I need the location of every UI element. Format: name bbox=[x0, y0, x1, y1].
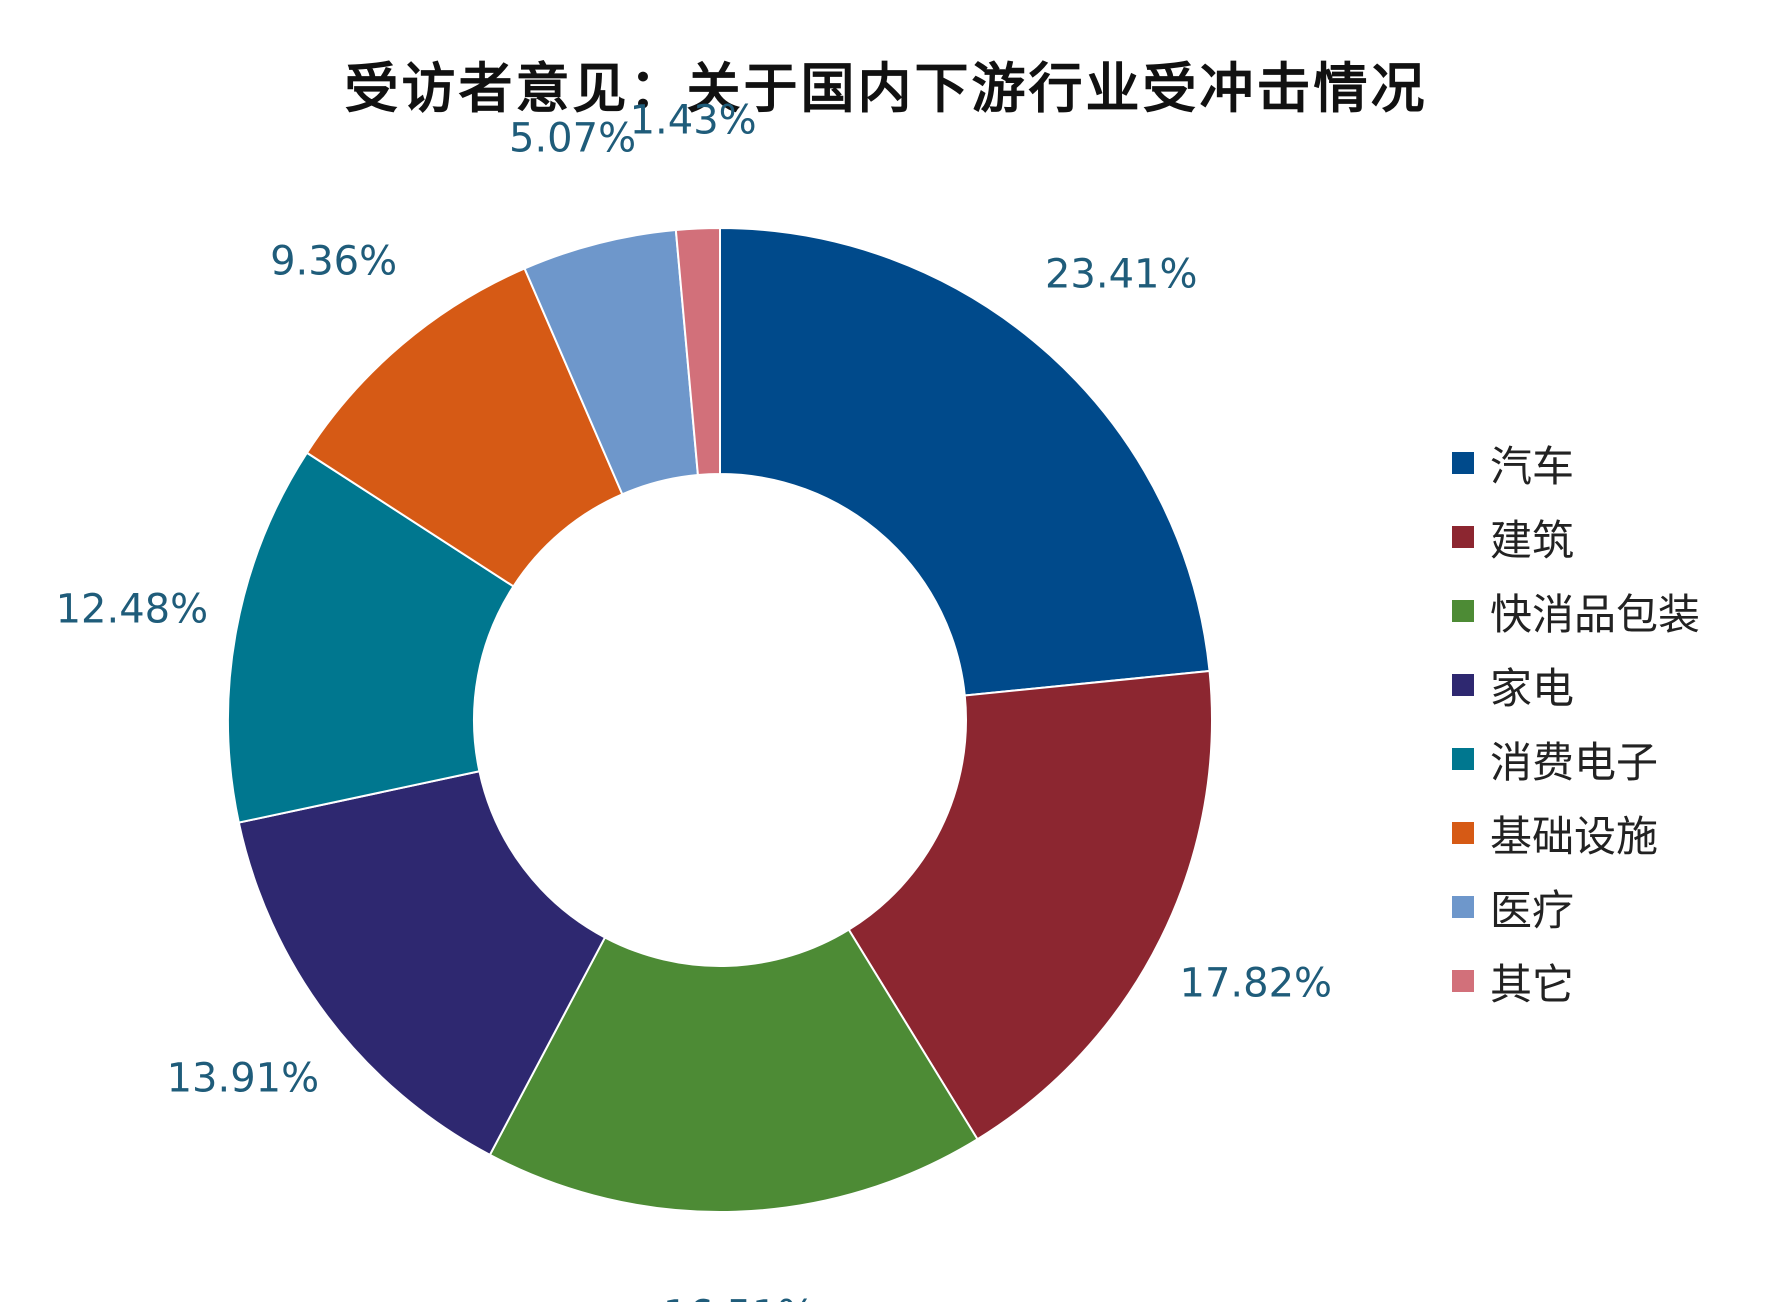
chart-title: 受访者意见：关于国内下游行业受冲击情况 bbox=[344, 56, 1428, 120]
slice-data-label-5: 12.48% bbox=[56, 587, 209, 633]
legend-label-7: 医疗 bbox=[1490, 885, 1575, 935]
legend-label-5: 消费电子 bbox=[1490, 737, 1659, 787]
legend-swatch-8 bbox=[1452, 970, 1474, 992]
donut-slice-3 bbox=[488, 928, 979, 1213]
slice-data-label-7: 5.07% bbox=[509, 115, 636, 161]
legend-item-2: 建筑 bbox=[1452, 500, 1700, 574]
donut-slice-1 bbox=[719, 226, 1211, 697]
legend-swatch-2 bbox=[1452, 526, 1474, 548]
slice-data-label-2: 17.82% bbox=[1180, 961, 1333, 1007]
legend-swatch-7 bbox=[1452, 896, 1474, 918]
legend-label-4: 家电 bbox=[1490, 663, 1575, 713]
legend-item-6: 基础设施 bbox=[1452, 796, 1700, 870]
legend-swatch-4 bbox=[1452, 674, 1474, 696]
legend-item-7: 医疗 bbox=[1452, 870, 1700, 944]
legend-item-4: 家电 bbox=[1452, 648, 1700, 722]
chart-legend: 汽车建筑快消品包装家电消费电子基础设施医疗其它 bbox=[1452, 426, 1700, 1018]
legend-label-6: 基础设施 bbox=[1490, 811, 1659, 861]
legend-label-8: 其它 bbox=[1490, 959, 1575, 1009]
legend-label-3: 快消品包装 bbox=[1490, 589, 1701, 639]
legend-item-1: 汽车 bbox=[1452, 426, 1700, 500]
slice-data-label-8: 1.43% bbox=[630, 98, 757, 144]
legend-swatch-3 bbox=[1452, 600, 1474, 622]
donut-slice-4 bbox=[237, 770, 607, 1157]
legend-swatch-1 bbox=[1452, 452, 1474, 474]
slice-data-label-4: 13.91% bbox=[167, 1056, 320, 1102]
slice-data-label-6: 9.36% bbox=[270, 239, 397, 285]
legend-item-3: 快消品包装 bbox=[1452, 574, 1700, 648]
legend-item-5: 消费电子 bbox=[1452, 722, 1700, 796]
slice-data-label-3: 16.51% bbox=[663, 1293, 816, 1302]
donut-slice-8 bbox=[674, 226, 721, 477]
donut-slice-2 bbox=[847, 669, 1213, 1141]
legend-label-1: 汽车 bbox=[1490, 441, 1575, 491]
legend-swatch-5 bbox=[1452, 748, 1474, 770]
legend-label-2: 建筑 bbox=[1490, 515, 1575, 565]
legend-item-8: 其它 bbox=[1452, 944, 1700, 1018]
donut-slice-5 bbox=[227, 451, 515, 824]
legend-swatch-6 bbox=[1452, 822, 1474, 844]
slice-data-label-1: 23.41% bbox=[1045, 252, 1198, 298]
